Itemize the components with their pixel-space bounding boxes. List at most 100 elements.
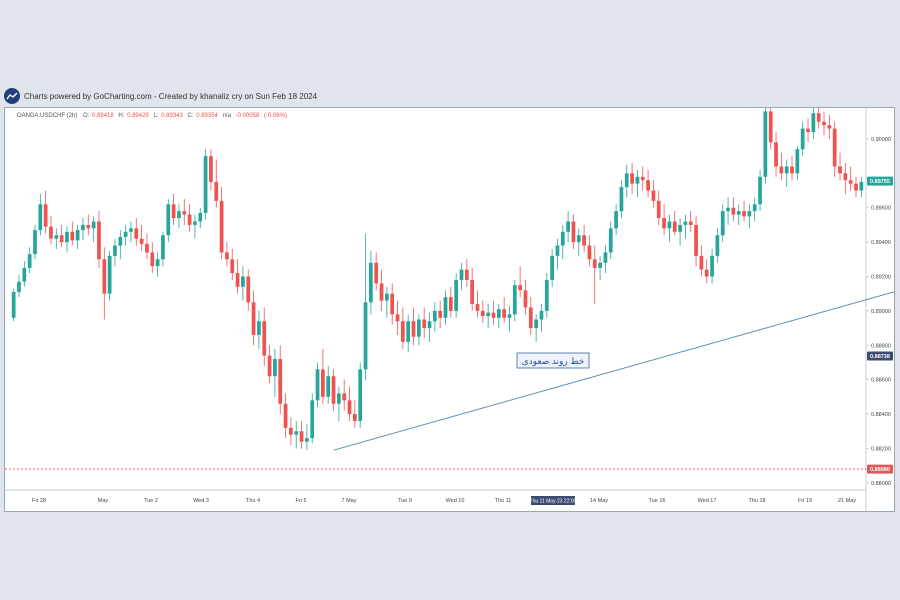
candle-body	[507, 314, 512, 318]
candle-body	[774, 142, 778, 167]
price-chart[interactable]: OANDA:USDCHF (2h) O: 0.89418 H: 0.89429 …	[5, 108, 900, 511]
candle-body	[102, 259, 107, 294]
candle-body	[523, 290, 528, 308]
candle	[523, 279, 528, 315]
candle	[651, 180, 656, 208]
y-tick-label: 0.90000	[871, 137, 891, 143]
candle-body	[491, 312, 496, 318]
candle	[480, 300, 485, 323]
x-tick-label: 21 May	[838, 498, 856, 504]
candle-body	[555, 245, 560, 256]
candle-body	[145, 243, 149, 253]
candle-body	[107, 255, 112, 294]
candle	[283, 393, 288, 439]
candle	[544, 273, 549, 318]
candle-body	[203, 156, 208, 213]
candle	[774, 132, 778, 177]
legend-extra: n/a	[223, 113, 232, 119]
legend-low-label: L:	[153, 113, 158, 119]
price-badge-label: 0.88080	[870, 467, 890, 473]
y-tick-label: 0.89000	[871, 309, 891, 315]
candle-body	[262, 321, 267, 356]
candle	[630, 163, 634, 194]
candle-body	[33, 230, 37, 255]
candle-body	[784, 166, 789, 174]
candle-body	[278, 359, 283, 404]
candle-body	[838, 166, 842, 174]
candle	[496, 304, 501, 329]
candle	[838, 152, 842, 181]
candle-body	[576, 235, 581, 243]
crosshair-time-badge	[531, 496, 575, 505]
candle-body	[672, 221, 677, 232]
candle-body	[406, 321, 411, 342]
candle	[576, 228, 581, 256]
candle	[432, 302, 437, 332]
candle-body	[486, 312, 491, 317]
candle-body	[710, 255, 714, 277]
candle	[827, 114, 832, 139]
trendline-annotation[interactable]: خط روند صعودی	[516, 352, 590, 369]
candle	[81, 218, 85, 241]
candle-body	[758, 176, 762, 205]
candle	[832, 121, 837, 177]
candle	[587, 235, 592, 267]
candle-body	[315, 369, 320, 401]
candle-body	[395, 314, 400, 322]
candle	[59, 224, 64, 248]
candle	[710, 248, 714, 284]
candle-body	[368, 262, 373, 303]
candle	[150, 242, 155, 274]
candle-body	[619, 187, 624, 212]
candle-body	[97, 221, 101, 260]
candle-body	[779, 166, 784, 174]
candle	[289, 417, 293, 446]
candle-body	[86, 224, 91, 229]
candle-body	[640, 176, 645, 181]
candle-body	[182, 211, 187, 215]
price-badge-label: 0.88738	[870, 354, 890, 360]
candle	[619, 180, 624, 219]
candle	[363, 233, 368, 380]
candle	[667, 214, 672, 243]
candle	[694, 216, 698, 267]
chart-header: Charts powered by GoCharting.com - Creat…	[4, 86, 317, 106]
candle	[123, 224, 128, 246]
x-tick-label: May	[98, 498, 109, 504]
candle-body	[294, 431, 299, 435]
candle-body	[816, 113, 821, 122]
candle-body	[384, 293, 389, 301]
candle	[662, 204, 666, 236]
candle-body	[416, 319, 421, 337]
candle-body	[470, 279, 475, 305]
candle-body	[22, 267, 27, 282]
candle	[768, 108, 773, 150]
svg-text:OANDA:USDCHF (2h) O:: OANDA:USDCHF (2h) O: 0.89418 H: 0.89429 …	[17, 113, 287, 119]
candle	[726, 197, 730, 225]
y-tick-label: 0.88600	[871, 378, 891, 384]
candle-body	[726, 207, 730, 212]
candle-body	[592, 259, 597, 268]
candle	[235, 259, 240, 294]
candle-body	[400, 321, 405, 342]
candle	[811, 108, 816, 139]
candle	[699, 245, 704, 277]
candle	[315, 362, 320, 408]
candle	[267, 345, 272, 384]
candle	[118, 230, 123, 260]
candle-body	[241, 276, 245, 287]
x-axis-labels: Fri 28 May Tue 2 Wed 3 Thu 4 Fri 5 7 May Tue 9 W…	[32, 496, 856, 505]
chart-panel[interactable]: OANDA:USDCHF (2h) O: 0.89418 H: 0.89429 …	[4, 107, 900, 512]
candle	[193, 214, 197, 239]
candle-body	[475, 304, 480, 311]
candle-body	[651, 190, 656, 201]
candle	[486, 304, 491, 329]
candle-body	[747, 211, 752, 217]
candle-body	[539, 310, 544, 320]
candle	[171, 193, 176, 225]
candle-body	[166, 204, 171, 236]
candle-body	[688, 221, 693, 225]
y-axis-labels: 0.90000 0.89600 0.89400 0.89200 0.89000 0.888…	[866, 137, 891, 487]
y-tick-label: 0.89200	[871, 275, 891, 281]
candle-body	[257, 321, 261, 335]
